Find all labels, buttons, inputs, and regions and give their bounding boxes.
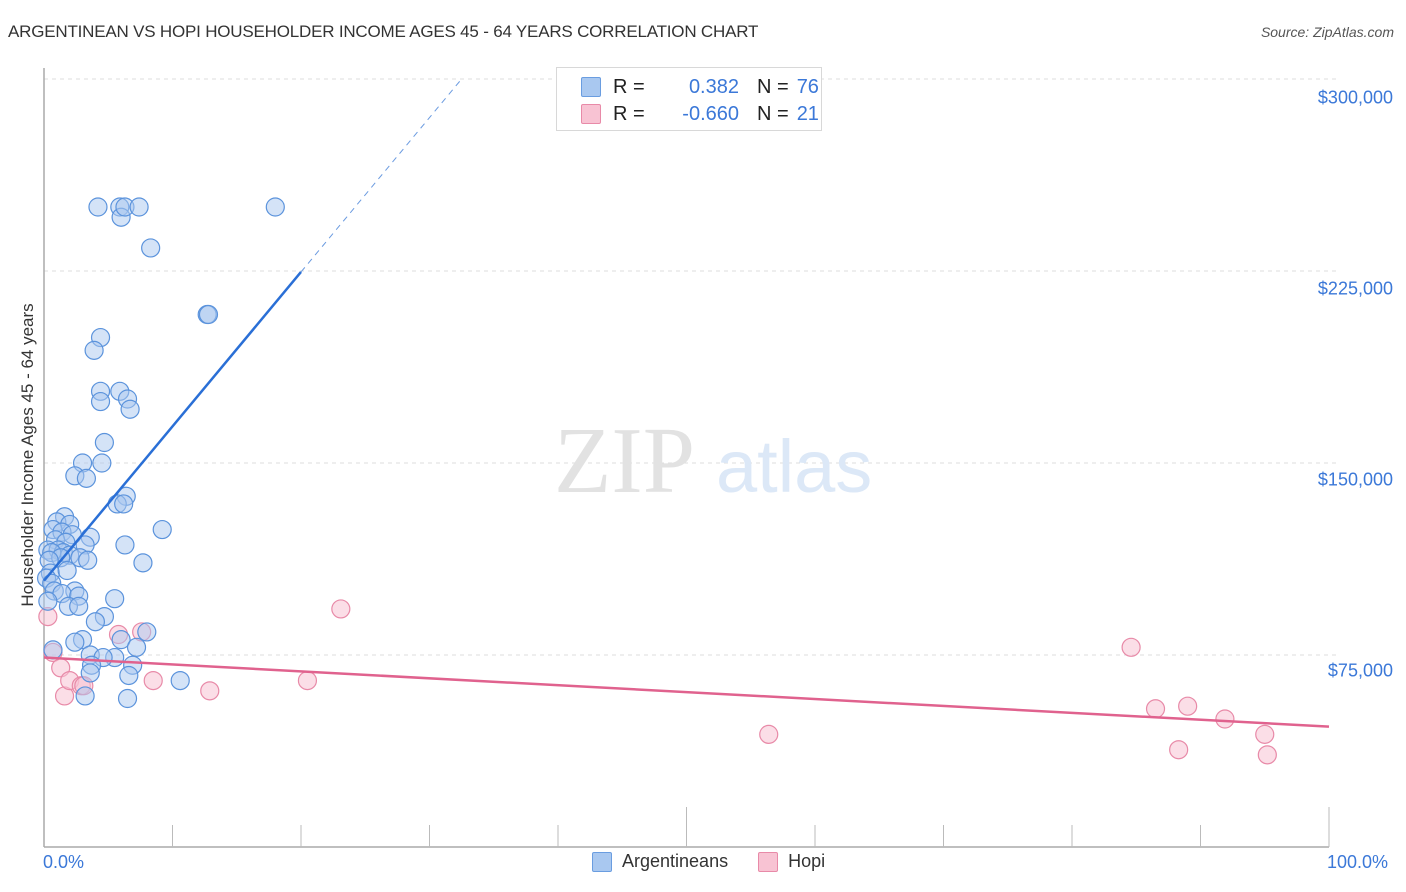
- x-tick-min: 0.0%: [43, 852, 85, 872]
- r-value: 0.382: [688, 75, 739, 98]
- argentineans-point: [105, 589, 125, 609]
- axes: [43, 68, 1330, 848]
- argentineans-point: [133, 553, 153, 573]
- r-value: -0.660: [682, 102, 739, 125]
- argentineans-trend-line: [43, 271, 302, 582]
- n-label: N =: [757, 75, 789, 98]
- n-value: 76: [796, 75, 819, 98]
- argentineans-trend-extension: [300, 78, 463, 273]
- argentineans-point: [57, 560, 77, 581]
- legend-item-argentineans[interactable]: Argentineans: [592, 851, 728, 872]
- hopi-point: [1121, 637, 1141, 657]
- argentineans-point: [141, 238, 161, 258]
- argentineans-point: [78, 550, 98, 570]
- y-tick-300000: $300,000: [1317, 87, 1393, 108]
- argentineans-point: [115, 535, 135, 555]
- argentineans-point: [65, 632, 85, 652]
- argentineans-point: [94, 432, 114, 453]
- argentineans-point: [85, 612, 106, 632]
- legend-row-hopi: R = -0.660 N = 21: [581, 101, 819, 127]
- watermark: ZIP atlas: [554, 409, 872, 513]
- argentineans-point: [117, 688, 138, 709]
- r-label: R =: [613, 102, 645, 125]
- hopi-point: [1145, 699, 1166, 719]
- argentineans-point: [137, 622, 157, 642]
- watermark-zip: ZIP: [554, 409, 695, 513]
- argentineans-point: [198, 304, 219, 325]
- argentineans-point: [43, 640, 63, 660]
- hopi-point: [297, 670, 318, 691]
- n-value: 21: [796, 102, 819, 125]
- trend-lines: [43, 78, 1330, 728]
- argentineans-point: [111, 630, 131, 650]
- argentineans-point: [84, 340, 104, 360]
- y-tick-75000: $75,000: [1327, 660, 1393, 681]
- argentineans-point: [265, 197, 285, 217]
- argentineans-swatch-icon: [581, 77, 601, 97]
- argentineans-point: [90, 391, 111, 412]
- argentineans-point: [69, 596, 89, 616]
- y-tick-225000: $225,000: [1317, 278, 1393, 299]
- correlation-legend: R = 0.382 N = 76 R = -0.660 N = 21: [556, 67, 822, 131]
- hopi-point: [1255, 724, 1275, 744]
- argentineans-point: [119, 665, 139, 686]
- hopi-trend-line: [43, 656, 1330, 728]
- series-legend: Argentineans Hopi: [592, 851, 855, 872]
- legend-item-hopi[interactable]: Hopi: [758, 851, 825, 872]
- argentineans-point: [129, 197, 149, 217]
- hopi-point: [1178, 696, 1198, 716]
- argentineans-point: [120, 399, 140, 419]
- source-label: Source: ZipAtlas.com: [1260, 24, 1394, 40]
- hopi-point: [1215, 709, 1235, 729]
- hopi-point: [331, 599, 351, 619]
- legend-label: Hopi: [788, 851, 826, 871]
- legend-label: Argentineans: [622, 851, 729, 871]
- hopi-points: [38, 599, 1277, 765]
- x-tick-max: 100.0%: [1327, 852, 1389, 872]
- gridlines: [44, 78, 1338, 656]
- argentineans-swatch-icon: [592, 851, 612, 872]
- argentineans-point: [88, 197, 108, 217]
- hopi-swatch-icon: [581, 104, 601, 124]
- y-axis-label: Householder Income Ages 45 - 64 years: [18, 303, 37, 607]
- argentineans-point: [170, 670, 190, 691]
- argentineans-point: [75, 686, 95, 706]
- watermark-atlas: atlas: [716, 425, 872, 508]
- hopi-point: [143, 670, 163, 691]
- argentineans-point: [92, 453, 112, 473]
- n-label: N =: [757, 102, 789, 125]
- legend-row-argentineans: R = 0.382 N = 76: [581, 74, 819, 100]
- argentineans-point: [38, 591, 58, 611]
- argentineans-point: [114, 494, 134, 514]
- chart-title: ARGENTINEAN VS HOPI HOUSEHOLDER INCOME A…: [8, 22, 759, 41]
- y-tick-150000: $150,000: [1317, 469, 1393, 490]
- argentineans-point: [76, 468, 97, 488]
- hopi-swatch-icon: [758, 851, 779, 872]
- r-label: R =: [613, 75, 645, 98]
- hopi-point: [1169, 740, 1189, 760]
- hopi-point: [200, 681, 220, 701]
- hopi-point: [759, 724, 779, 744]
- argentineans-points: [36, 197, 285, 709]
- argentineans-point: [152, 519, 172, 540]
- argentineans-point: [126, 637, 147, 657]
- hopi-point: [1257, 745, 1277, 765]
- argentineans-point: [80, 663, 100, 683]
